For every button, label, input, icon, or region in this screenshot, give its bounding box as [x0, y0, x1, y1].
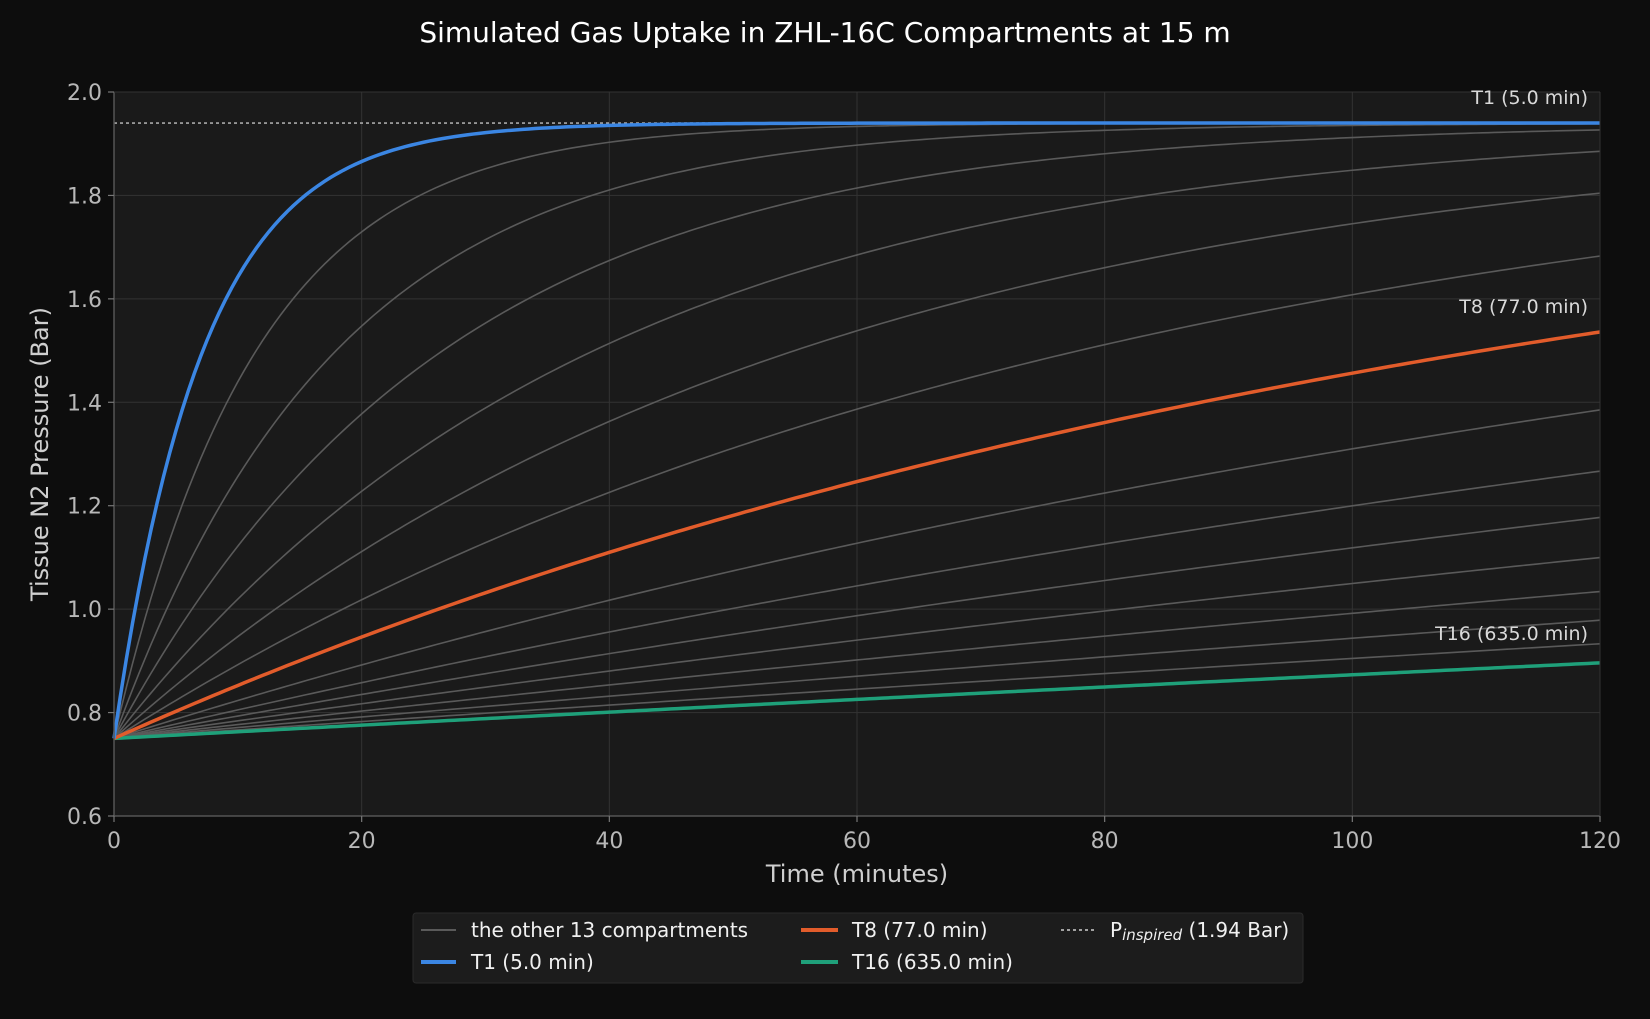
legend-pinspired-suffix: (1.94 Bar) [1182, 918, 1289, 942]
other-compartment-line [113, 642, 1601, 740]
other-compartment-line [113, 150, 1601, 739]
y-tick-label: 0.6 [67, 805, 102, 830]
y-tick-label: 2.0 [67, 81, 102, 106]
series-line-t1 [112, 121, 1600, 739]
y-tick-label: 1.2 [67, 495, 102, 520]
x-tick-label: 40 [595, 829, 623, 854]
x-ticks: 0 20 40 60 80 100 120 [107, 816, 1621, 854]
x-tick-label: 0 [107, 829, 121, 854]
y-tick-label: 1.6 [67, 288, 102, 313]
other-compartment-line [113, 516, 1601, 740]
chart-title: Simulated Gas Uptake in ZHL-16C Compartm… [419, 16, 1230, 49]
other-compartment-line [113, 192, 1601, 740]
other-compartment-line [113, 556, 1601, 740]
y-ticks: 0.6 0.8 1.0 1.2 1.4 1.6 1.8 2.0 [67, 81, 114, 830]
curve-labels: T1 (5.0 min) T8 (77.0 min) T16 (635.0 min) [1434, 87, 1588, 645]
curve-label-t1: T1 (5.0 min) [1470, 87, 1588, 109]
legend-pinspired-main: P [1110, 918, 1122, 942]
x-tick-label: 120 [1579, 829, 1621, 854]
y-axis-label: Tissue N2 Pressure (Bar) [26, 307, 54, 602]
x-tick-label: 80 [1091, 829, 1119, 854]
legend: the other 13 compartments T1 (5.0 min) T… [412, 912, 1304, 984]
curve-label-t8: T8 (77.0 min) [1458, 296, 1588, 318]
other-compartment-line [113, 590, 1601, 740]
legend-label-others: the other 13 compartments [471, 918, 748, 942]
series-line-t8 [113, 330, 1601, 741]
y-tick-label: 1.4 [67, 391, 102, 416]
legend-label-pinspired: Pinspired (1.94 Bar) [1110, 918, 1289, 944]
x-tick-label: 20 [348, 829, 376, 854]
x-tick-label: 100 [1331, 829, 1373, 854]
y-tick-label: 0.8 [67, 702, 102, 727]
curve-label-t16: T16 (635.0 min) [1434, 623, 1588, 645]
highlighted-curves [112, 121, 1601, 741]
series-line-t16 [113, 661, 1601, 741]
legend-label-t1: T1 (5.0 min) [470, 950, 594, 974]
other-compartment-line [113, 619, 1601, 740]
x-tick-label: 60 [843, 829, 871, 854]
other-compartment-line [113, 255, 1601, 740]
legend-label-t8: T8 (77.0 min) [851, 918, 988, 942]
y-tick-label: 1.0 [67, 598, 102, 623]
y-tick-label: 1.8 [67, 184, 102, 209]
legend-pinspired-sub: inspired [1122, 926, 1183, 944]
x-axis-label: Time (minutes) [765, 860, 948, 888]
legend-label-t16: T16 (635.0 min) [851, 950, 1013, 974]
other-compartment-line [113, 470, 1601, 740]
other-compartment-line [113, 129, 1601, 739]
other-compartment-line [113, 123, 1601, 739]
other-compartment-line [113, 409, 1601, 740]
